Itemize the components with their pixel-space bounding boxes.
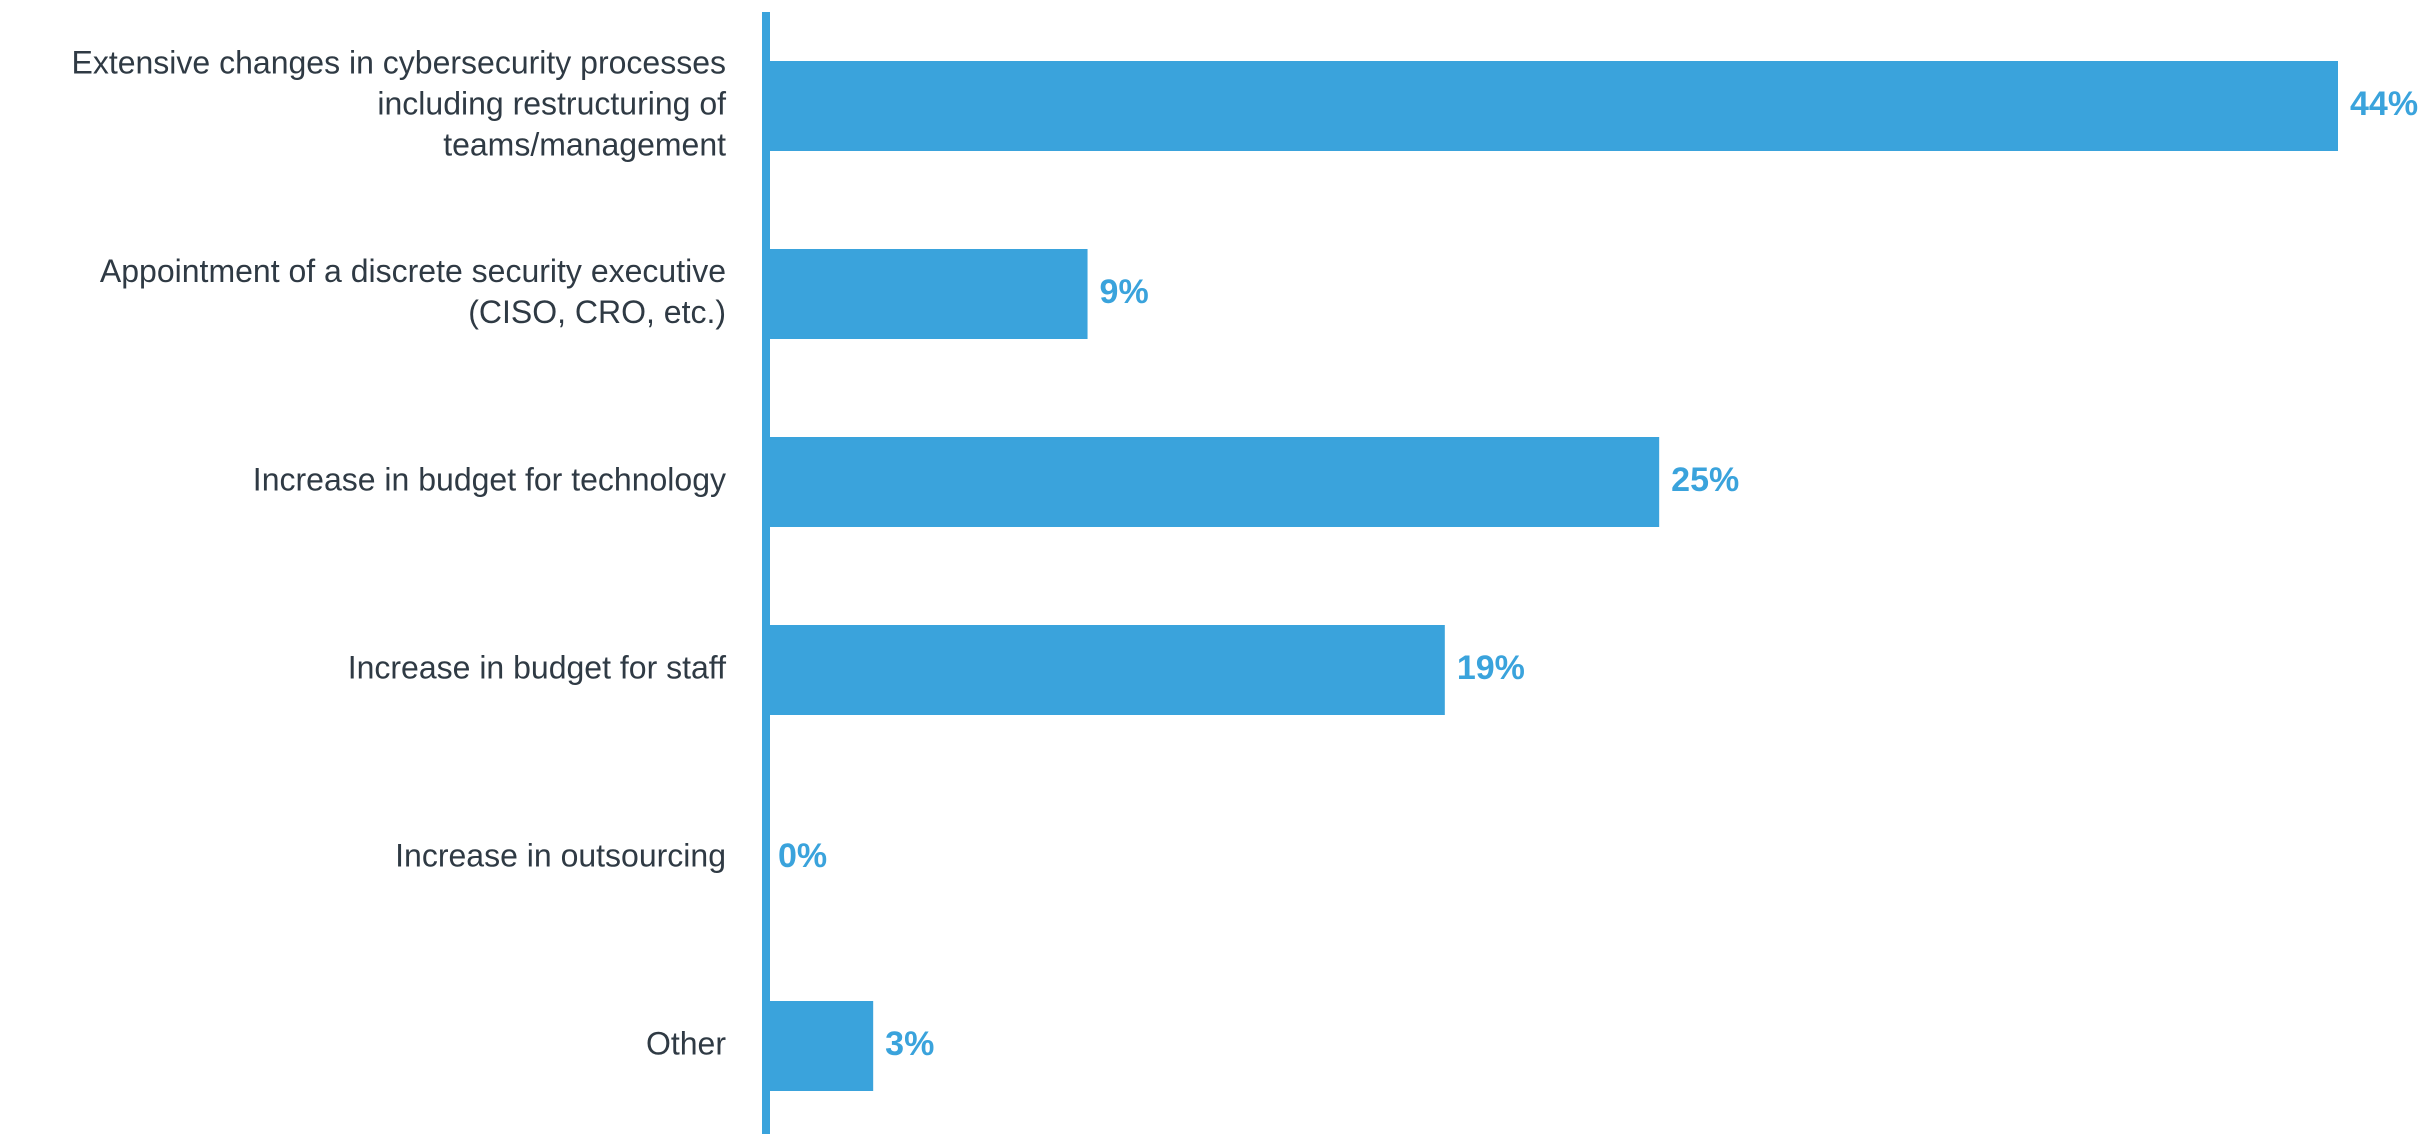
category-label-line: (CISO, CRO, etc.) [468,294,726,330]
value-label-5: 3% [885,1025,934,1063]
category-label-line: Increase in budget for staff [348,649,726,685]
value-label-3: 19% [1457,649,1525,687]
category-label-line: Other [646,1025,726,1061]
category-label-line: Appointment of a discrete security execu… [100,253,726,289]
value-label-4: 0% [778,837,827,875]
value-label-2: 25% [1671,461,1739,499]
value-label-1: 9% [1100,273,1149,311]
category-label-0: Extensive changes in cybersecurity proce… [71,44,726,162]
bar-3 [766,625,1445,715]
category-label-4: Increase in outsourcing [395,837,726,873]
value-labels: 44% 9% 25% 19% 0% 3% [778,85,2418,1063]
category-label-line: Increase in budget for technology [253,461,726,497]
value-label-0: 44% [2350,85,2418,123]
category-label-2: Increase in budget for technology [253,461,726,497]
category-label-line: Extensive changes in cybersecurity proce… [71,44,726,80]
category-label-line: Increase in outsourcing [395,837,726,873]
category-labels: Extensive changes in cybersecurity proce… [71,44,726,1061]
bar-1 [766,249,1088,339]
category-label-line: teams/management [443,126,726,162]
category-label-5: Other [646,1025,726,1061]
bar-5 [766,1001,874,1091]
bars-layer [766,61,2338,1091]
bar-0 [766,61,2338,151]
category-label-3: Increase in budget for staff [348,649,726,685]
bar-2 [766,437,1660,527]
category-label-1: Appointment of a discrete security execu… [100,253,726,330]
category-label-line: including restructuring of [377,85,726,121]
